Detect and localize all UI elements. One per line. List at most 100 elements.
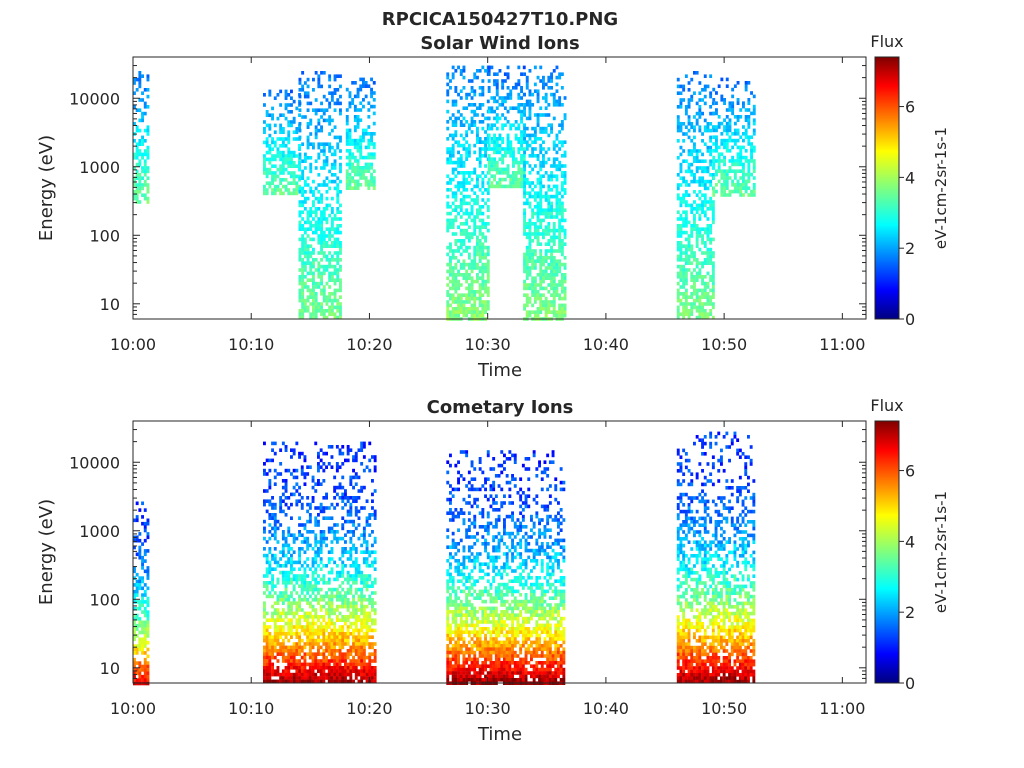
spectrogram-cell xyxy=(322,145,326,150)
spectrogram-cell xyxy=(752,149,756,153)
spectrogram-cell xyxy=(693,71,696,75)
spectrogram-cell xyxy=(486,269,490,274)
spectrogram-cell xyxy=(265,625,269,629)
spectrogram-cell xyxy=(273,171,277,175)
spectrogram-cell xyxy=(273,482,277,486)
spectrogram-cell xyxy=(330,591,334,595)
spectrogram-cell xyxy=(322,659,326,663)
spectrogram-cell xyxy=(135,176,139,180)
spectrogram-cell xyxy=(684,281,688,286)
spectrogram-cell xyxy=(473,245,477,250)
spectrogram-cell xyxy=(367,125,371,129)
spectrogram-cell xyxy=(523,232,526,236)
spectrogram-cell xyxy=(555,208,559,212)
spectrogram-cell xyxy=(703,196,707,201)
spectrogram-cell xyxy=(723,125,726,129)
spectrogram-cell xyxy=(523,164,526,168)
spectrogram-cell xyxy=(303,615,307,619)
spectrogram-cell xyxy=(547,283,551,287)
spectrogram-cell xyxy=(552,208,556,212)
spectrogram-cell xyxy=(306,91,310,95)
spectrogram-cell xyxy=(312,190,315,194)
spectrogram-cell xyxy=(263,536,266,541)
spectrogram-cell xyxy=(143,634,147,638)
spectrogram-cell xyxy=(520,140,523,144)
spectrogram-cell xyxy=(341,499,345,503)
spectrogram-cell xyxy=(268,642,272,646)
spectrogram-cell xyxy=(320,309,323,313)
spectrogram-cell xyxy=(356,121,360,126)
spectrogram-cell xyxy=(359,149,363,153)
spectrogram-cell xyxy=(476,266,479,270)
spectrogram-cell xyxy=(542,154,545,158)
spectrogram-cell xyxy=(733,189,737,194)
spectrogram-cell xyxy=(528,103,532,107)
spectrogram-cell xyxy=(135,623,139,628)
spectrogram-cell xyxy=(281,581,285,585)
spectrogram-cell xyxy=(263,649,266,653)
spectrogram-cell xyxy=(311,604,315,609)
spectrogram-cell xyxy=(309,251,313,255)
colorbar-tick-label: 4 xyxy=(905,168,915,187)
spectrogram-cell xyxy=(265,140,269,145)
spectrogram-cell xyxy=(271,113,274,117)
spectrogram-cell xyxy=(356,166,360,170)
spectrogram-cell xyxy=(263,547,266,551)
spectrogram-cell xyxy=(268,591,272,595)
spectrogram-cell xyxy=(263,553,266,558)
spectrogram-cell xyxy=(351,98,355,102)
spectrogram-cell xyxy=(676,230,680,235)
spectrogram-cell xyxy=(317,523,320,527)
spectrogram-cell xyxy=(520,160,523,165)
spectrogram-cell xyxy=(731,101,735,105)
spectrogram-cell xyxy=(133,630,136,635)
spectrogram-cell xyxy=(279,164,283,168)
spectrogram-cell xyxy=(695,288,699,293)
spectrogram-cell xyxy=(539,310,543,314)
spectrogram-cell xyxy=(353,155,357,160)
spectrogram-cell xyxy=(723,159,726,163)
spectrogram-cell xyxy=(133,600,136,604)
spectrogram-cell xyxy=(333,652,337,656)
spectrogram-cell xyxy=(276,652,280,656)
spectrogram-cell xyxy=(698,312,702,316)
spectrogram-cell xyxy=(306,217,310,221)
spectrogram-cell xyxy=(533,279,537,284)
spectrogram-cell xyxy=(679,91,683,95)
spectrogram-cell xyxy=(143,600,147,604)
spectrogram-cell xyxy=(143,166,147,170)
spectrogram-cell xyxy=(353,169,357,173)
spectrogram-cell xyxy=(733,162,737,167)
spectrogram-cell xyxy=(459,171,463,175)
spectrogram-cell xyxy=(292,120,296,124)
spectrogram-cell xyxy=(481,249,485,253)
spectrogram-cell xyxy=(290,655,293,660)
spectrogram-cell xyxy=(317,679,320,684)
spectrogram-cell xyxy=(560,184,564,189)
spectrogram-cell xyxy=(687,152,691,157)
spectrogram-cell xyxy=(372,121,376,126)
spectrogram-cell xyxy=(327,615,331,619)
spectrogram-cell xyxy=(306,258,310,262)
spectrogram-cell xyxy=(731,108,735,112)
spectrogram-cell xyxy=(462,106,466,110)
spectrogram-cell xyxy=(281,485,285,490)
spectrogram-cell xyxy=(555,89,559,93)
spectrogram-cell xyxy=(341,553,345,558)
spectrogram-cell xyxy=(292,662,296,667)
spectrogram-cell xyxy=(536,113,540,117)
spectrogram-cell xyxy=(459,252,463,257)
spectrogram-cell xyxy=(320,234,323,238)
spectrogram-cell xyxy=(143,179,147,184)
spectrogram-cell xyxy=(495,106,499,110)
spectrogram-cell xyxy=(287,594,291,599)
spectrogram-cell xyxy=(281,492,285,497)
spectrogram-cell xyxy=(711,288,715,293)
spectrogram-cell xyxy=(486,198,490,202)
spectrogram-cell xyxy=(320,302,323,306)
spectrogram-cell xyxy=(276,679,280,684)
spectrogram-cell xyxy=(295,475,299,480)
spectrogram-cell xyxy=(292,601,296,605)
spectrogram-cell xyxy=(333,264,337,269)
spectrogram-cell xyxy=(320,166,323,170)
